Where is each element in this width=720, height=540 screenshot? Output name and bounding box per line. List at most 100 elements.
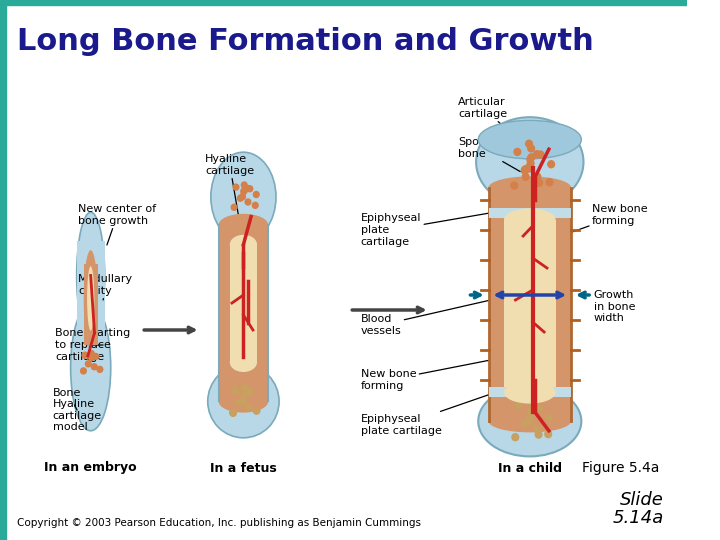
- Circle shape: [253, 202, 258, 208]
- Circle shape: [528, 399, 534, 406]
- Ellipse shape: [476, 117, 583, 207]
- Circle shape: [231, 204, 237, 210]
- Ellipse shape: [208, 365, 279, 438]
- Bar: [76, 241, 104, 368]
- Circle shape: [522, 173, 529, 180]
- Text: Medullary
cavity: Medullary cavity: [78, 274, 133, 300]
- Circle shape: [527, 160, 534, 167]
- Text: Figure 5.4a: Figure 5.4a: [582, 461, 660, 475]
- Ellipse shape: [489, 177, 571, 199]
- Circle shape: [241, 390, 248, 397]
- Circle shape: [537, 151, 544, 158]
- Ellipse shape: [478, 386, 581, 456]
- Circle shape: [82, 352, 88, 358]
- Circle shape: [546, 414, 553, 421]
- Circle shape: [536, 405, 543, 412]
- Ellipse shape: [71, 304, 111, 431]
- Bar: [84, 264, 98, 345]
- Circle shape: [230, 409, 236, 416]
- Circle shape: [527, 413, 534, 420]
- Circle shape: [528, 407, 535, 414]
- Circle shape: [512, 434, 518, 441]
- Circle shape: [245, 403, 252, 410]
- Circle shape: [521, 167, 528, 174]
- Circle shape: [245, 199, 251, 205]
- Text: New bone
forming: New bone forming: [571, 204, 647, 232]
- Circle shape: [241, 182, 247, 188]
- Circle shape: [93, 354, 99, 360]
- Bar: [489, 208, 571, 218]
- Circle shape: [525, 417, 532, 424]
- Ellipse shape: [219, 214, 269, 236]
- Circle shape: [240, 188, 246, 194]
- Text: Long Bone Formation and Growth: Long Bone Formation and Growth: [17, 28, 594, 57]
- Circle shape: [528, 154, 535, 161]
- Circle shape: [535, 431, 542, 438]
- Circle shape: [526, 165, 532, 172]
- Bar: [219, 225, 269, 401]
- Text: Epiphyseal
plate
cartilage: Epiphyseal plate cartilage: [361, 213, 489, 247]
- Circle shape: [247, 389, 254, 396]
- Text: Hyaline
cartilage: Hyaline cartilage: [205, 154, 254, 217]
- Circle shape: [247, 186, 253, 192]
- Circle shape: [241, 384, 248, 391]
- Circle shape: [86, 361, 91, 367]
- Circle shape: [241, 187, 247, 193]
- Circle shape: [534, 151, 540, 158]
- Circle shape: [522, 166, 528, 173]
- Ellipse shape: [211, 152, 276, 242]
- Bar: [504, 220, 556, 393]
- Circle shape: [89, 350, 94, 356]
- Bar: [0, 0, 688, 5]
- Circle shape: [525, 164, 531, 171]
- Circle shape: [536, 179, 543, 186]
- Circle shape: [233, 184, 239, 190]
- Circle shape: [245, 185, 251, 192]
- Text: Blood
vessels: Blood vessels: [361, 295, 513, 336]
- Circle shape: [526, 140, 532, 147]
- Ellipse shape: [504, 381, 556, 403]
- Bar: [489, 187, 571, 421]
- Circle shape: [239, 397, 246, 404]
- Text: New bone
forming: New bone forming: [361, 360, 489, 391]
- Ellipse shape: [84, 250, 98, 347]
- Circle shape: [89, 355, 94, 361]
- Text: In a child: In a child: [498, 462, 562, 475]
- Circle shape: [527, 156, 534, 163]
- Circle shape: [515, 402, 521, 409]
- Text: Spongy
bone: Spongy bone: [458, 137, 521, 172]
- Text: 5.14a: 5.14a: [612, 509, 663, 527]
- Ellipse shape: [230, 235, 257, 254]
- Circle shape: [546, 179, 553, 186]
- Text: New center of
bone growth: New center of bone growth: [78, 204, 156, 245]
- Circle shape: [238, 195, 243, 201]
- Circle shape: [232, 387, 238, 394]
- Text: Articular
cartilage: Articular cartilage: [458, 97, 522, 143]
- Circle shape: [545, 431, 552, 437]
- Text: In an embryo: In an embryo: [45, 462, 137, 475]
- Text: Bone
Hyaline
cartilage
model: Bone Hyaline cartilage model: [53, 388, 102, 433]
- Text: Growth
in bone
width: Growth in bone width: [594, 290, 635, 323]
- Circle shape: [237, 399, 243, 406]
- Circle shape: [253, 192, 259, 198]
- Ellipse shape: [219, 390, 269, 413]
- Circle shape: [527, 409, 534, 416]
- Circle shape: [511, 182, 518, 189]
- Text: Slide: Slide: [620, 491, 663, 509]
- Circle shape: [526, 418, 532, 425]
- Circle shape: [514, 148, 521, 156]
- Ellipse shape: [230, 353, 257, 372]
- Circle shape: [81, 368, 86, 374]
- Circle shape: [534, 404, 540, 411]
- Bar: [489, 387, 571, 397]
- Bar: [230, 245, 257, 362]
- Text: In a fetus: In a fetus: [210, 462, 276, 475]
- Text: Copyright © 2003 Pearson Education, Inc. publishing as Benjamin Cummings: Copyright © 2003 Pearson Education, Inc.…: [17, 518, 421, 528]
- Text: Epiphyseal
plate cartilage: Epiphyseal plate cartilage: [361, 393, 495, 436]
- Ellipse shape: [489, 410, 571, 433]
- Circle shape: [521, 420, 528, 427]
- Circle shape: [253, 407, 260, 414]
- Bar: [0, 5, 6, 540]
- Circle shape: [534, 426, 540, 433]
- Circle shape: [240, 194, 246, 200]
